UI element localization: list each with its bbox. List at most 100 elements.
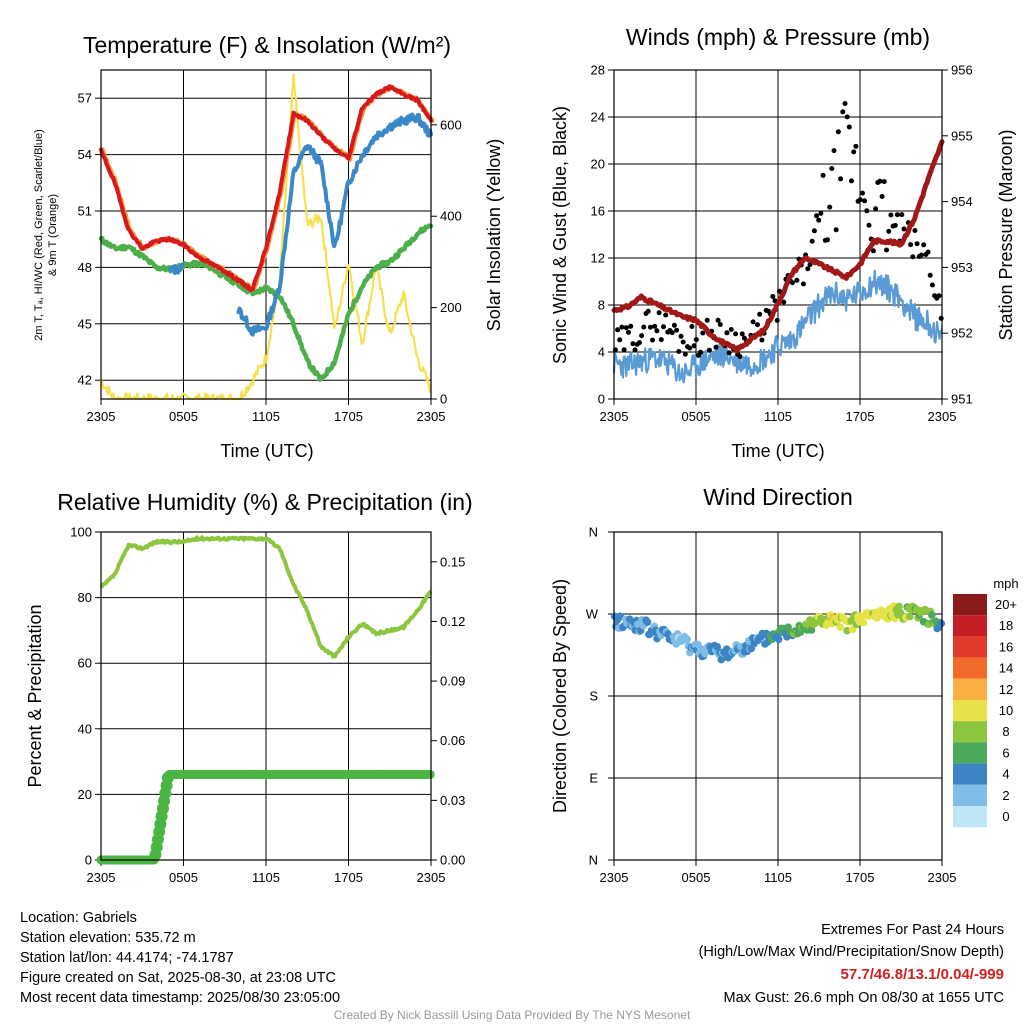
dewpoint-line [98,223,434,382]
max-gust: Max Gust: 26.6 mph On 08/30 at 1655 UTC [724,990,1004,1006]
gust-point [927,272,933,278]
temperature-ylabel-line2: & 9m T (Orange) [47,194,59,276]
gust-point [693,337,699,343]
legend-label: 12 [999,682,1013,697]
gust-point [886,228,892,234]
gust-point [835,129,841,135]
temperature-frame [100,69,432,400]
gust-point [901,226,907,232]
winds-title: Winds (mph) & Pressure (mb) [626,24,930,50]
legend-title: mph [993,576,1018,591]
gust-point [908,242,914,248]
direction-point [895,602,903,611]
gust-point [704,317,710,323]
gust-point [639,333,645,339]
gust-point [870,248,876,254]
temperature-title: Temperature (F) & Insolation (W/m²) [83,32,451,58]
gust-point [630,341,636,347]
gust-point [682,351,688,357]
footer: Location: Gabriels Station elevation: 53… [20,910,1004,1022]
gust-point [912,228,918,233]
winds-ylabel: Sonic Wind & Gust (Blue, Black) [550,106,570,364]
gust-point [840,109,846,115]
temperature-xtick-label: 1105 [252,409,280,424]
gust-point [650,337,655,343]
direction-point [683,635,691,643]
temperature-ytick-label: 42 [78,373,92,388]
winds-y2tick-label: 955 [951,128,973,143]
winds-ytick-label: 24 [591,110,605,125]
direction-point [906,612,914,621]
gust-point [669,330,675,336]
temperature-plot-area: 2305 0505 1105 1705 2305 42 45 48 51 54 57 0 200 400 6… [78,69,462,424]
gust-point [919,252,924,258]
gust-point [892,222,898,228]
temperature-y2tick-label: 0 [440,392,447,407]
gust-point [663,312,669,318]
gust-point [628,323,634,329]
direction-ytick-label: N [589,525,598,540]
temperature-xtick-label: 0505 [169,409,198,424]
gust-point [724,330,730,336]
humidity-xtick-label: 1105 [252,870,280,885]
gust-point [658,337,664,343]
winds-xtick-label: 1105 [764,409,792,424]
gust-point [654,328,660,334]
footer-created: Figure created on Sat, 2025-08-30, at 23… [20,970,336,986]
gust-point [715,317,721,323]
gust-point [781,299,787,305]
temp-9m-line [100,84,435,291]
direction-frame [613,531,943,861]
humidity-ytick-label: 100 [70,525,92,540]
legend-label: 18 [999,618,1013,633]
temp-2m-line [99,84,433,292]
humidity-ytick-label: 40 [78,721,92,736]
gust-point [617,337,623,343]
humidity-y2tick-label: 0.09 [440,674,465,689]
gust-point [814,213,819,219]
winds-y2tick-label: 954 [951,194,973,209]
legend-label: 20+ [995,597,1017,612]
gust-point [842,101,848,106]
station-pressure-line [611,139,945,354]
legend-swatch [953,594,987,616]
gust-point [807,262,813,268]
direction-ytick-label: N [589,853,598,868]
legend-label: 4 [1002,767,1009,782]
legend-swatch [953,657,987,679]
gust-point [770,294,776,299]
winds-xtick-label: 2305 [928,409,957,424]
gust-point [661,324,666,330]
winds-xtick-label: 2305 [600,409,629,424]
direction-ytick-label: W [586,607,599,622]
legend-swatch [953,763,987,785]
winds-xlabel: Time (UTC) [731,441,824,461]
gust-point [800,281,806,287]
gust-point [741,335,747,341]
extremes-title: Extremes For Past 24 Hours [821,922,1004,938]
gust-point [698,349,704,355]
temperature-xtick-label: 1705 [334,409,363,424]
legend-label: 10 [999,703,1013,718]
footer-recent: Most recent data timestamp: 2025/08/30 2… [20,990,340,1006]
footer-latlon: Station lat/lon: 44.4174; -74.1787 [20,950,234,966]
direction-ytick-label: S [589,689,598,704]
winds-y2tick-label: 953 [951,260,973,275]
gust-point [626,329,631,335]
temperature-ytick-label: 48 [78,260,92,275]
direction-title: Wind Direction [703,484,853,510]
humidity-y2tick-label: 0.03 [440,793,465,808]
gust-point [849,178,854,184]
direction-point [937,619,946,628]
gust-point [851,149,857,155]
legend-swatch [953,700,987,722]
legend-label: 6 [1002,745,1009,760]
winds-y2tick-label: 956 [951,63,973,78]
temperature-panel: Temperature (F) & Insolation (W/m²) Time… [33,32,504,461]
temperature-ytick-label: 57 [78,91,92,106]
winds-y2tick-label: 951 [951,392,973,407]
winds-ytick-label: 4 [598,345,605,360]
temperature-ytick-label: 54 [78,147,92,162]
gust-point [757,311,763,317]
gust-point [805,266,811,272]
